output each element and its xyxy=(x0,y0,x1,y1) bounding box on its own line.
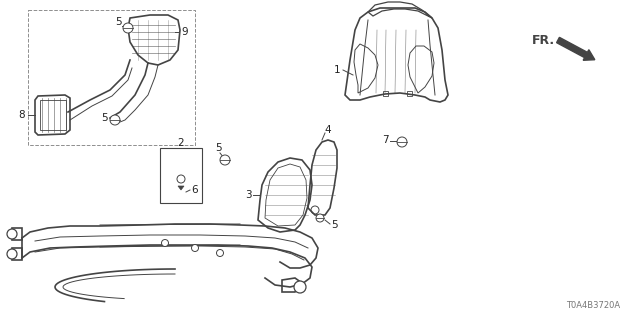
Text: T0A4B3720A: T0A4B3720A xyxy=(566,301,620,310)
Text: 2: 2 xyxy=(178,138,184,148)
Text: 8: 8 xyxy=(19,110,26,120)
Circle shape xyxy=(123,23,133,33)
Bar xyxy=(407,91,412,96)
Text: 4: 4 xyxy=(324,125,332,135)
Bar xyxy=(40,100,66,130)
Text: 5: 5 xyxy=(115,17,122,27)
Bar xyxy=(160,148,202,203)
Circle shape xyxy=(316,214,324,222)
Text: 6: 6 xyxy=(192,185,198,195)
Circle shape xyxy=(161,239,168,246)
Circle shape xyxy=(294,281,306,293)
Text: 9: 9 xyxy=(182,27,188,37)
Text: 5: 5 xyxy=(102,113,108,123)
Text: 7: 7 xyxy=(381,135,388,145)
Circle shape xyxy=(110,115,120,125)
Circle shape xyxy=(397,137,407,147)
Bar xyxy=(383,91,388,96)
Circle shape xyxy=(7,229,17,239)
Polygon shape xyxy=(178,186,184,190)
Text: 3: 3 xyxy=(244,190,252,200)
Circle shape xyxy=(191,244,198,252)
Text: 1: 1 xyxy=(333,65,340,75)
Circle shape xyxy=(216,250,223,257)
Circle shape xyxy=(220,155,230,165)
Text: 5: 5 xyxy=(332,220,339,230)
Circle shape xyxy=(7,249,17,259)
Text: 5: 5 xyxy=(214,143,221,153)
Circle shape xyxy=(177,175,185,183)
FancyArrow shape xyxy=(557,37,595,60)
Text: FR.: FR. xyxy=(532,34,555,46)
